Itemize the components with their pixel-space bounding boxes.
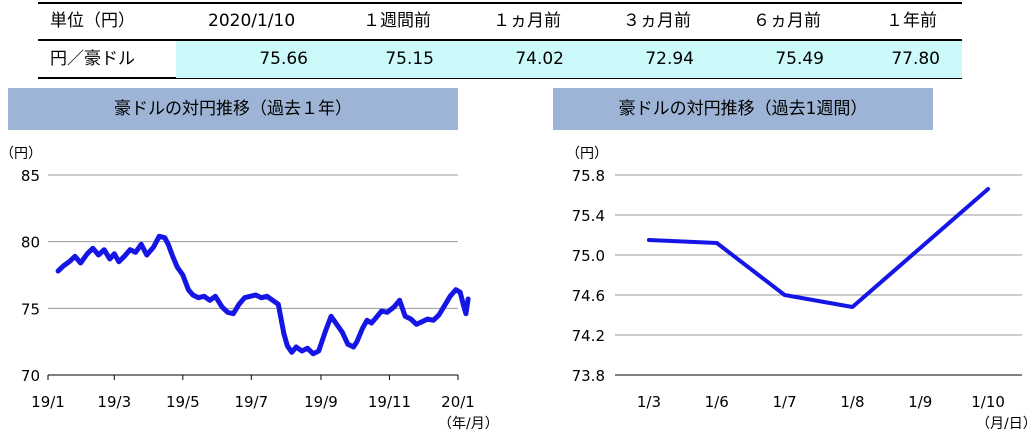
chart1-xtick-label: 19/7 (234, 393, 268, 411)
table-header-6month: ６ヵ月前 (753, 11, 821, 31)
table-value-1year: 77.80 (891, 49, 940, 69)
table-header-1month: １ヵ月前 (493, 11, 561, 31)
chart2-xtick-label: 1/3 (637, 393, 661, 411)
chart2-xtick-label: 1/9 (908, 393, 932, 411)
table-mid-rule (38, 39, 962, 41)
chart2-ytick-label: 74.6 (572, 287, 605, 305)
chart1-xtick-label: 19/1 (31, 393, 65, 411)
rate-table: 単位（円） 2020/1/10 １週間前 １ヵ月前 ３ヵ月前 ６ヵ月前 １年前 … (38, 2, 962, 79)
table-header-date: 2020/1/10 (208, 11, 296, 31)
chart1-xtick-label: 19/5 (166, 393, 200, 411)
chart1-ytick-label: 70 (21, 367, 40, 385)
chart2-ytick-label: 74.2 (572, 327, 605, 345)
chart1-ylabel: （円） (0, 146, 42, 162)
chart1-ytick-label: 75 (21, 300, 40, 318)
chart1-ytick-label: 85 (21, 167, 40, 185)
table-header-unit: 単位（円） (50, 11, 135, 31)
chart2-ytick-label: 75.4 (572, 207, 605, 225)
chart1-series-line (55, 233, 471, 357)
table-value-1month: 74.02 (515, 49, 564, 69)
chart1-xtick-label: 19/3 (97, 393, 131, 411)
chart2-series-line (646, 187, 991, 309)
chart2-ylabel: （円） (566, 146, 608, 162)
chart-title-1week: 豪ドルの対円推移（過去1週間） (553, 88, 933, 130)
chart2-ytick-label: 75.8 (572, 167, 605, 185)
chart1-xtick-label: 20/1 (441, 393, 475, 411)
table-top-rule (38, 2, 962, 4)
table-header-1week: １週間前 (363, 11, 431, 31)
chart2-ytick-label: 73.8 (572, 367, 605, 385)
table-row-label: 円／豪ドル (50, 49, 135, 69)
chart1-xtick-label: 19/11 (368, 393, 411, 411)
chart2-xtick-label: 1/10 (971, 393, 1005, 411)
table-value-current: 75.66 (259, 49, 308, 69)
chart1-xtick-label: 19/9 (304, 393, 338, 411)
chart2-xlabel: （月/日） (976, 416, 1033, 432)
chart-1year: （円） 85 80 75 70 19/1 19/3 19/5 19/7 19/9 19/11 20… (0, 146, 499, 432)
chart2-xtick-label: 1/8 (840, 393, 864, 411)
table-value-3month: 72.94 (645, 49, 694, 69)
table-value-6month: 75.49 (775, 49, 824, 69)
chart-title-1year: 豪ドルの対円推移（過去１年） (8, 88, 458, 130)
table-value-1week: 75.15 (385, 49, 434, 69)
table-header-1year: １年前 (886, 11, 937, 31)
chart2-xtick-label: 1/6 (705, 393, 729, 411)
chart2-ytick-label: 75.0 (572, 247, 605, 265)
table-header-3month: ３ヵ月前 (623, 11, 691, 31)
chart2-xtick-label: 1/7 (773, 393, 797, 411)
chart1-xlabel: （年/月） (438, 416, 499, 432)
table-value-highlight (176, 41, 962, 78)
chart1-ytick-label: 80 (21, 234, 40, 252)
